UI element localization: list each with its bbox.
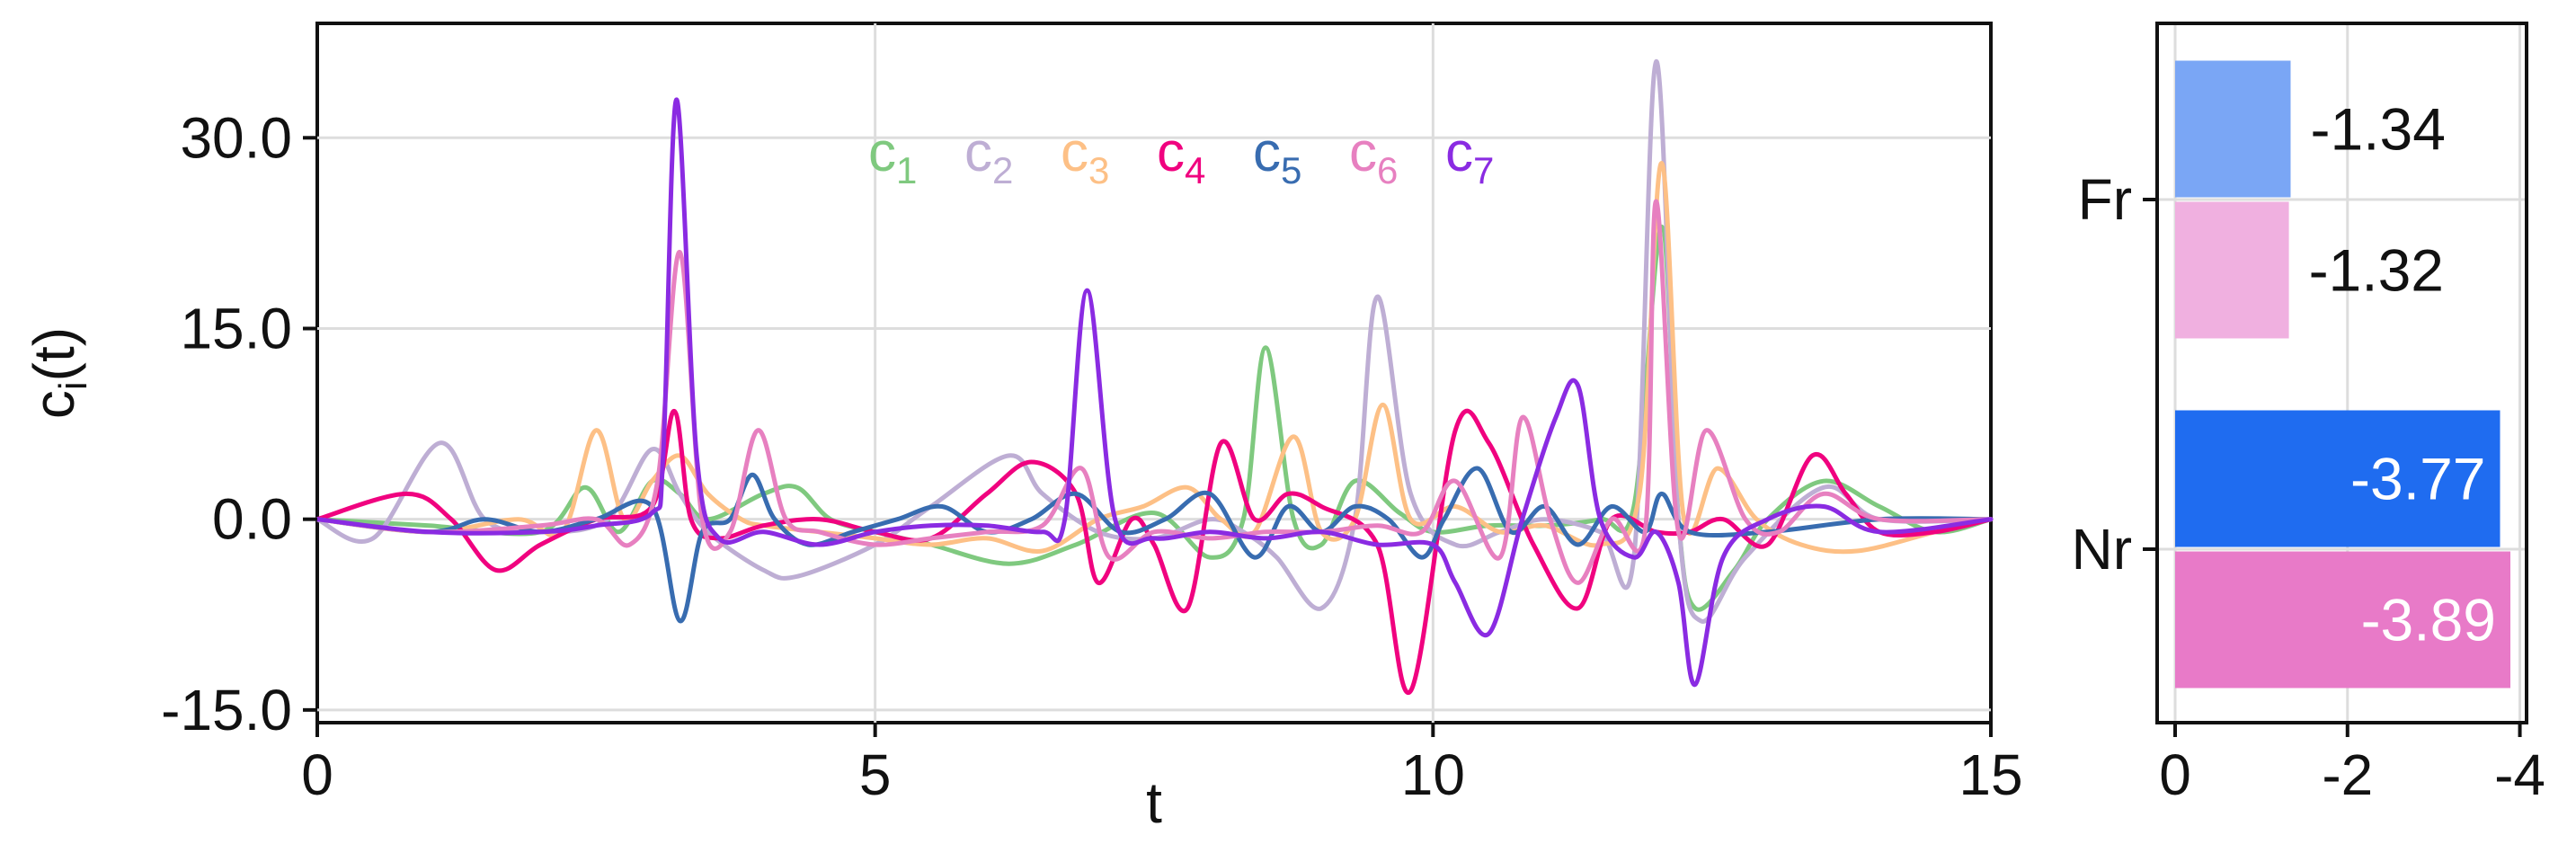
line-chart: 0 5 10 15-15.00.015.030.0 c1 c2 c3 c4 c5 c6 c7 t … <box>22 22 2023 835</box>
bar-nr-1 <box>2175 410 2500 547</box>
legend-item-c4: c4 <box>1157 121 1205 191</box>
bar-nr-2 <box>2175 551 2510 689</box>
y-axis-label-suffix: (t) <box>22 327 86 381</box>
series-line-c6 <box>315 199 1994 585</box>
y-axis-label: ci(t) <box>22 327 95 419</box>
bar-x-tick-label: -4 <box>2494 742 2545 807</box>
bar-x-tick-label: -2 <box>2322 742 2373 807</box>
legend-item-sub: 1 <box>896 149 917 191</box>
legend-item-c3: c3 <box>1061 121 1109 191</box>
bar-fr-1 <box>2175 60 2291 198</box>
legend-item-c6: c6 <box>1349 121 1398 191</box>
x-tick-label: 10 <box>1401 742 1465 807</box>
legend-item-main: c <box>1349 121 1377 183</box>
bar-x-tick-label: 0 <box>2159 742 2191 807</box>
series-line-c7 <box>315 97 1994 688</box>
legend-item-c5: c5 <box>1253 121 1301 191</box>
legend-item-main: c <box>1061 121 1088 183</box>
legend-item-main: c <box>868 121 896 183</box>
legend-item-c1: c1 <box>868 121 917 191</box>
series-lines <box>315 58 1994 696</box>
y-tick-label: 15.0 <box>180 296 292 360</box>
bar-grid <box>2157 23 2527 723</box>
x-axis-label: t <box>1146 770 1162 835</box>
x-tick-label: 15 <box>1959 742 2022 807</box>
x-tick-label: 0 <box>301 742 333 807</box>
x-tick-label: 5 <box>859 742 892 807</box>
y-tick-label: -15.0 <box>161 678 292 742</box>
series-line-c4 <box>315 408 1994 696</box>
y-tick-label: 30.0 <box>180 105 292 170</box>
bar-value-label: -3.89 <box>2361 587 2496 653</box>
legend-item-sub: 2 <box>992 149 1013 191</box>
legend-item-main: c <box>1445 121 1473 183</box>
bar-value-label: -1.32 <box>2309 237 2444 304</box>
line-chart-frame <box>315 22 1993 724</box>
series-line-c1 <box>315 224 1994 612</box>
bar-category-label: Nr <box>2071 517 2132 582</box>
y-axis-label-main: c <box>22 390 86 419</box>
series-line-c5 <box>315 466 1994 624</box>
series-line-c3 <box>315 161 1994 555</box>
legend: c1 c2 c3 c4 c5 c6 c7 <box>868 121 1494 191</box>
bar-chart-frame <box>2155 22 2528 724</box>
bar-marks: -1.34 -1.32 -3.77 -3.89 <box>2175 60 2510 689</box>
legend-item-main: c <box>1253 121 1281 183</box>
y-tick-label: 0.0 <box>212 487 292 552</box>
bar-chart: -1.34 -1.32 -3.77 -3.89 Fr Nr 0 -2 -4 <box>2071 22 2545 807</box>
main-grid <box>317 23 1991 723</box>
legend-item-c7: c7 <box>1445 121 1494 191</box>
legend-item-main: c <box>1157 121 1185 183</box>
legend-item-sub: 6 <box>1377 149 1398 191</box>
legend-item-sub: 5 <box>1281 149 1301 191</box>
bar-fr-2 <box>2175 201 2289 339</box>
bar-category-label: Fr <box>2078 167 2132 232</box>
legend-item-sub: 3 <box>1088 149 1109 191</box>
main-ticks: 0 5 10 15-15.00.015.030.0 <box>161 105 2022 807</box>
legend-item-main: c <box>964 121 992 183</box>
legend-item-sub: 4 <box>1185 149 1205 191</box>
bar-value-label: -1.34 <box>2310 96 2445 163</box>
legend-item-c2: c2 <box>964 121 1013 191</box>
y-axis-label-sub: i <box>51 381 95 390</box>
bar-value-label: -3.77 <box>2350 446 2485 512</box>
bar-ticks: Fr Nr 0 -2 -4 <box>2071 167 2545 807</box>
legend-item-sub: 7 <box>1473 149 1494 191</box>
